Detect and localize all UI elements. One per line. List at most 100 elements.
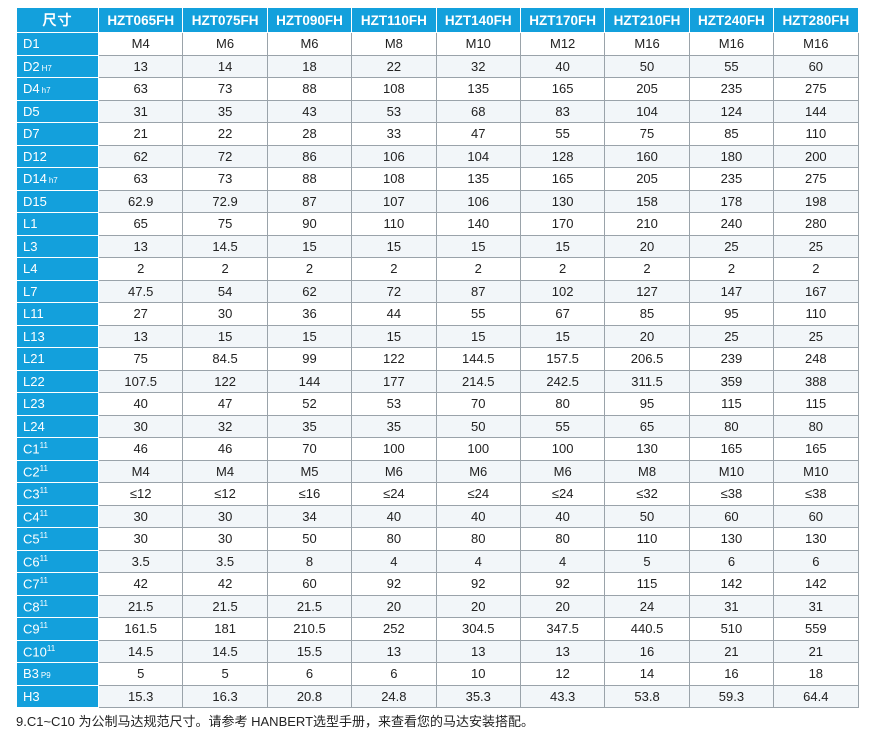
table-row: L4 2 2 2 2 2 2 2 2 2 [16, 257, 859, 281]
row-label-text: L23 [23, 396, 45, 412]
table-cell: 165 [519, 77, 606, 101]
row-label-text: C5 [23, 531, 40, 547]
row-label-superscript: 11 [39, 576, 48, 586]
row-label: B3 P9 [16, 662, 99, 686]
table-cell: 102 [519, 279, 606, 303]
table-cell: 304.5 [435, 617, 521, 641]
row-label: L22 [16, 369, 99, 393]
table-cell: 5 [182, 662, 268, 686]
row-label-tolerance: H7 [41, 63, 52, 73]
table-cell: ≤24 [435, 482, 521, 506]
table-cell: 72.9 [182, 189, 268, 213]
table-cell: 86 [266, 144, 353, 168]
table-cell: 104 [604, 99, 690, 123]
row-label-text: C10 [23, 643, 47, 659]
row-label-superscript: 11 [46, 643, 56, 653]
table-cell: 214.5 [435, 369, 521, 393]
table-cell: 59.3 [688, 684, 775, 708]
table-cell: 13 [435, 639, 521, 663]
table-header-row: 尺寸 HZT065FH HZT075FH HZT090FH HZT110FH HZT14… [16, 7, 859, 33]
row-label-text: D4 [23, 81, 40, 97]
row-label-text: L3 [23, 238, 38, 254]
table-row: D7 21 22 28 33 47 55 75 85 110 [16, 122, 859, 146]
table-cell: 30 [97, 527, 184, 551]
table-cell: 87 [435, 279, 521, 303]
table-cell: 52 [266, 392, 353, 416]
table-row: H3 15.3 16.3 20.8 24.8 35.3 43.3 53.8 59.3 64.4 [16, 684, 859, 708]
table-cell: M4 [97, 459, 184, 483]
table-cell: 21.5 [182, 594, 268, 618]
table-cell: 142 [688, 572, 775, 596]
table-cell: 63 [97, 167, 184, 191]
table-cell: 40 [519, 504, 606, 528]
table-cell: 50 [266, 527, 353, 551]
row-label-superscript: 11 [39, 463, 48, 473]
table-cell: 24.8 [351, 684, 437, 708]
table-cell: 15 [435, 324, 521, 348]
table-cell: 275 [773, 77, 859, 101]
table-cell: 62 [97, 144, 184, 168]
row-label-text: H3 [23, 688, 40, 704]
row-label-text: D2 [23, 58, 40, 74]
table-cell: 130 [688, 527, 775, 551]
table-cell: 60 [266, 572, 353, 596]
table-cell: 35.3 [435, 684, 521, 708]
table-cell: 440.5 [604, 617, 690, 641]
table-cell: M10 [435, 32, 521, 56]
table-cell: M4 [97, 32, 184, 56]
table-cell: 33 [351, 122, 437, 146]
spec-table-container: 尺寸 HZT065FH HZT075FH HZT090FH HZT110FH HZT14… [16, 7, 859, 708]
table-cell: 36 [266, 302, 353, 326]
table-row: C411 30 30 34 40 40 40 50 60 60 [16, 504, 859, 528]
table-cell: 40 [97, 392, 184, 416]
table-cell: 107 [351, 189, 437, 213]
table-cell: 205 [604, 77, 690, 101]
row-label-tolerance: P9 [40, 671, 51, 681]
table-cell: 83 [519, 99, 606, 123]
table-cell: 130 [604, 437, 690, 461]
table-cell: 14.5 [97, 639, 184, 663]
row-label-text: L11 [23, 306, 44, 322]
row-label: L13 [16, 324, 99, 348]
table-cell: 47.5 [97, 279, 184, 303]
table-cell: 106 [351, 144, 437, 168]
table-cell: 161.5 [97, 617, 184, 641]
row-label: L21 [16, 347, 99, 371]
table-cell: M10 [688, 459, 775, 483]
table-cell: 311.5 [604, 369, 690, 393]
table-cell: 20.8 [266, 684, 353, 708]
table-cell: 130 [773, 527, 859, 551]
row-label: D15 [16, 189, 99, 213]
table-cell: 122 [351, 347, 437, 371]
row-label: L24 [16, 414, 99, 438]
table-cell: 135 [435, 77, 521, 101]
table-cell: 22 [182, 122, 268, 146]
table-cell: 167 [773, 279, 859, 303]
table-cell: 75 [182, 212, 268, 236]
table-cell: 559 [773, 617, 859, 641]
table-cell: 40 [435, 504, 521, 528]
header-model: HZT110FH [351, 7, 437, 33]
table-cell: 100 [351, 437, 437, 461]
table-cell: 15 [266, 324, 353, 348]
table-cell: 30 [182, 527, 268, 551]
table-cell: M6 [435, 459, 521, 483]
table-cell: 177 [351, 369, 437, 393]
table-cell: 252 [351, 617, 437, 641]
table-cell: 115 [688, 392, 775, 416]
header-model: HZT090FH [266, 7, 353, 33]
table-cell: 100 [519, 437, 606, 461]
table-cell: 95 [604, 392, 690, 416]
table-cell: 2 [604, 257, 690, 281]
table-cell: 142 [773, 572, 859, 596]
table-row: B3 P9 5 5 6 6 10 12 14 16 18 [16, 662, 859, 686]
table-row: L11 27 30 36 44 55 67 85 95 110 [16, 302, 859, 326]
table-cell: 388 [773, 369, 859, 393]
row-label-superscript: 11 [39, 598, 48, 608]
row-label-tolerance: h7 [48, 176, 58, 186]
row-label: C111 [16, 437, 99, 461]
table-cell: 5 [97, 662, 184, 686]
table-cell: 21 [688, 639, 775, 663]
row-label-text: L13 [23, 328, 45, 344]
row-label: D4 h7 [16, 77, 99, 101]
